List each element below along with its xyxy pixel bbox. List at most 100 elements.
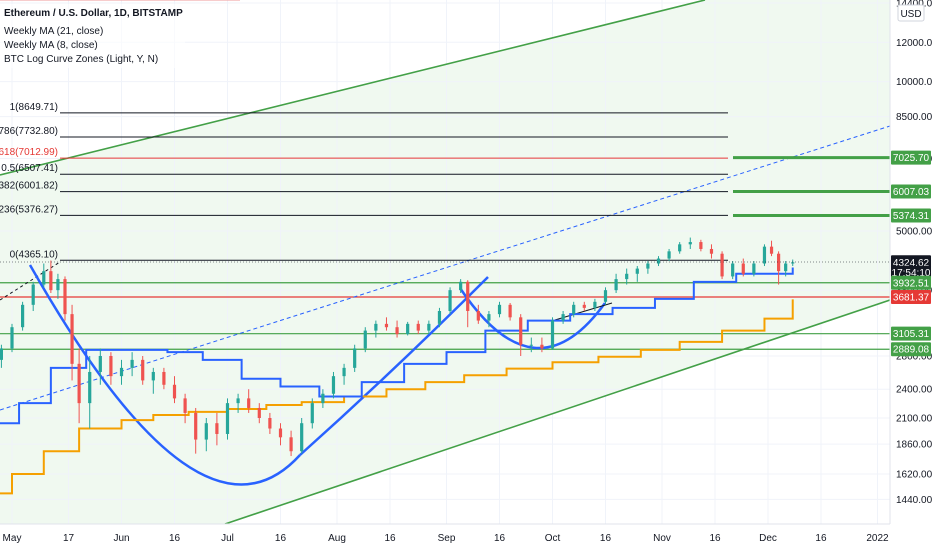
time-axis-panel[interactable] xyxy=(0,524,932,550)
price-tag-box-2[interactable] xyxy=(891,208,931,223)
candle-body-14 xyxy=(109,355,113,377)
channel-mid-dashed-line xyxy=(0,125,891,411)
indicator-label-3[interactable]: BTC Log Curve Zones (Light, Y, N) xyxy=(4,54,158,65)
candles xyxy=(0,237,795,457)
price-tag-2[interactable]: 5374.31 xyxy=(891,208,931,223)
currency-button[interactable]: USD xyxy=(897,4,925,22)
candle-42 xyxy=(406,321,410,336)
candle-5 xyxy=(31,281,35,311)
candle-body-30 xyxy=(278,428,283,438)
indicator-label-1[interactable]: Weekly MA (21, close) xyxy=(4,26,103,37)
candle-body-11 xyxy=(77,363,81,404)
candle-56 xyxy=(550,317,555,350)
candle-body-59 xyxy=(582,304,586,308)
candle-65 xyxy=(646,261,650,274)
price-tag-0[interactable]: 7025.70 xyxy=(891,150,931,165)
price-tag-7[interactable]: 3105.31 xyxy=(891,326,931,341)
candle-72 xyxy=(720,251,724,280)
candle-body-33 xyxy=(310,403,314,424)
candle-body-35 xyxy=(331,376,336,394)
candle-9 xyxy=(63,276,67,321)
candle-body-29 xyxy=(268,418,272,429)
price-tag-label-1: 6007.03 xyxy=(893,187,930,198)
price-tag-label-3: 4324.62 xyxy=(893,258,930,269)
candle-body-22 xyxy=(194,412,198,440)
candle-body-4 xyxy=(20,304,25,328)
candle-body-45 xyxy=(437,310,442,324)
ma-8-step-path xyxy=(0,267,794,425)
price-tags: 7025.70 6007.03 5374.31 4324.6217:54:103932… xyxy=(891,150,931,357)
currency-label[interactable]: USD xyxy=(900,9,921,20)
weekly-ma-21-line xyxy=(0,299,794,495)
indicator-label-2[interactable]: Weekly MA (8, close) xyxy=(4,40,98,51)
candle-body-57 xyxy=(561,314,565,321)
price-tag-box-1[interactable] xyxy=(891,184,931,199)
x-tick-label-11: 16 xyxy=(600,533,612,544)
candle-body-28 xyxy=(257,407,261,418)
price-tag-1[interactable]: 6007.03 xyxy=(891,184,931,199)
y-tick-label-10: 1860.00 xyxy=(896,440,932,451)
candle-23 xyxy=(204,418,208,452)
price-tag-box-6[interactable] xyxy=(891,289,931,304)
candle-31 xyxy=(289,430,293,457)
price-tag-box-8[interactable] xyxy=(891,342,931,357)
candle-body-79 xyxy=(784,263,788,272)
candle-body-32 xyxy=(300,423,304,452)
candle-body-66 xyxy=(656,258,661,264)
fib-label-1: 0.786(7732.80) xyxy=(0,126,58,137)
x-tick-label-9: 16 xyxy=(494,533,506,544)
y-tick-label-2: 10000.00 xyxy=(896,77,932,88)
candle-27 xyxy=(247,389,251,413)
x-tick-label-5: 16 xyxy=(275,533,287,544)
candle-body-67 xyxy=(667,251,671,259)
y-tick-label-1: 12000.00 xyxy=(896,38,932,49)
candle-40 xyxy=(384,317,389,331)
candle-36 xyxy=(342,363,346,385)
price-tag-box-7[interactable] xyxy=(891,326,931,341)
candle-body-70 xyxy=(699,242,703,249)
price-tag-box-0[interactable] xyxy=(891,150,931,165)
candle-12 xyxy=(88,355,92,429)
candle-body-58 xyxy=(572,304,576,315)
candle-body-15 xyxy=(119,367,124,377)
rounding-bottom-curve-1 xyxy=(28,264,301,486)
x-tick-label-10: Oct xyxy=(545,533,561,544)
candle-41 xyxy=(395,320,399,338)
candle-78 xyxy=(776,251,781,285)
candle-28 xyxy=(257,403,261,424)
candle-46 xyxy=(448,287,452,315)
candle-51 xyxy=(497,301,502,318)
candle-body-63 xyxy=(625,273,629,280)
y-tick-label-9: 2100.00 xyxy=(896,414,932,425)
candle-body-25 xyxy=(225,403,230,434)
candle-body-68 xyxy=(678,244,682,252)
ma-21-step-path xyxy=(0,299,794,495)
candle-body-37 xyxy=(353,348,357,368)
price-tag-8[interactable]: 2889.08 xyxy=(891,342,931,357)
candle-body-23 xyxy=(204,423,208,440)
price-tag-6[interactable]: 3681.37 xyxy=(891,289,931,304)
candle-29 xyxy=(268,412,272,434)
candle-32 xyxy=(300,418,304,454)
x-tick-label-6: Aug xyxy=(328,533,346,544)
candle-68 xyxy=(678,242,682,254)
candle-body-2 xyxy=(0,348,4,360)
candle-body-60 xyxy=(593,301,597,308)
fib-label-5: 0.236(5376.27) xyxy=(0,204,58,215)
price-tag-label-4: 17:54:10 xyxy=(892,268,931,279)
candle-body-46 xyxy=(448,290,452,311)
x-tick-label-0: May xyxy=(3,533,22,544)
candle-54 xyxy=(529,337,533,353)
price-tag-label-7: 3105.31 xyxy=(893,329,930,340)
channel-upper-line xyxy=(0,0,706,176)
y-tick-label-5: 5000.00 xyxy=(896,227,932,238)
y-tick-label-12: 1440.00 xyxy=(896,495,932,506)
price-tag-box-5[interactable] xyxy=(891,275,931,290)
y-tick-label-11: 1620.00 xyxy=(896,469,932,480)
candle-body-56 xyxy=(550,320,555,349)
candle-body-53 xyxy=(519,317,523,345)
price-tag-5[interactable]: 3932.51 xyxy=(891,275,931,290)
candle-body-8 xyxy=(56,279,60,291)
currency-button-box[interactable] xyxy=(897,4,925,22)
